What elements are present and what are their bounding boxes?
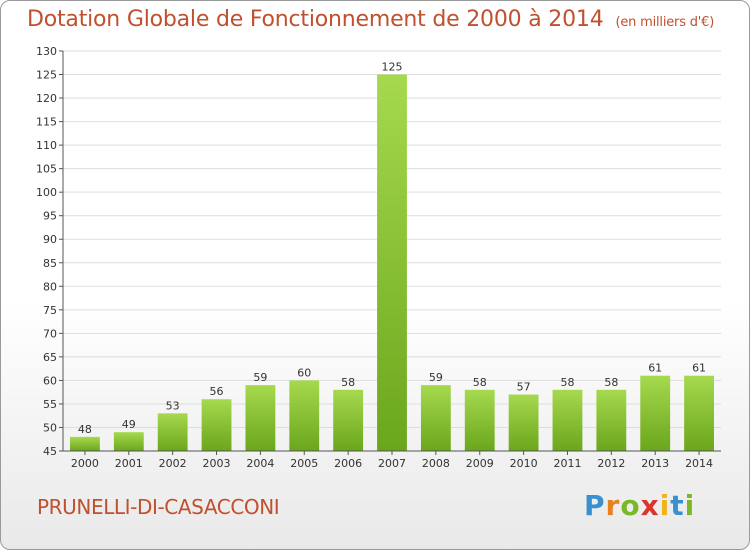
bar-value-label: 59 (429, 371, 443, 384)
bar-2009 (464, 389, 495, 451)
bar-2000 (70, 436, 100, 451)
bar-value-label: 60 (297, 366, 311, 379)
x-tick-label: 2002 (159, 457, 187, 470)
chart-title: Dotation Globale de Fonctionnement de 20… (27, 7, 714, 32)
bar-2013 (640, 375, 671, 451)
axis-layer: 45 50 55 60 65 70 75 80 85 90 95 100 105 110 115 120 125… (36, 45, 721, 470)
y-tick-label: 60 (43, 374, 57, 387)
logo-letter: r (605, 489, 621, 522)
bar-value-label: 58 (560, 376, 574, 389)
y-tick-label: 110 (36, 139, 57, 152)
bar-value-label: 48 (78, 423, 92, 436)
bars-layer: 48 49 53 56 59 60 58 125 59 58 57 58 58 61 61 (70, 61, 714, 451)
bar-2011 (552, 389, 583, 451)
x-tick-label: 2005 (290, 457, 318, 470)
y-tick-label: 70 (43, 327, 57, 340)
logo-letter: t (670, 489, 685, 522)
bar-2010 (508, 394, 539, 451)
commune-name: PRUNELLI-DI-CASACCONI (37, 495, 280, 519)
bar-2007 (377, 74, 407, 451)
bar-value-label: 59 (253, 371, 267, 384)
bar-value-label: 56 (210, 385, 224, 398)
bar-value-label: 49 (122, 418, 136, 431)
y-tick-label: 130 (36, 45, 57, 58)
y-tick-label: 105 (36, 163, 57, 176)
bar-2006 (333, 389, 364, 451)
x-tick-label: 2003 (203, 457, 231, 470)
y-tick-label: 55 (43, 398, 57, 411)
x-tick-label: 2010 (510, 457, 538, 470)
logo-letter: i (684, 489, 696, 522)
bar-2002 (157, 413, 188, 451)
proxiti-logo: Proxiti (584, 489, 695, 522)
x-tick-label: 2006 (334, 457, 362, 470)
y-tick-label: 100 (36, 186, 57, 199)
x-tick-label: 2013 (641, 457, 669, 470)
x-tick-label: 2014 (685, 457, 713, 470)
y-tick-label: 90 (43, 233, 57, 246)
bar-value-label: 125 (382, 61, 403, 74)
y-tick-label: 115 (36, 116, 57, 129)
y-tick-label: 125 (36, 69, 57, 82)
bar-value-label: 61 (648, 362, 662, 375)
x-tick-label: 2011 (553, 457, 581, 470)
bar-value-label: 57 (517, 381, 531, 394)
chart-title-text: Dotation Globale de Fonctionnement de 20… (27, 7, 604, 32)
logo-letter: o (620, 489, 641, 522)
x-tick-label: 2001 (115, 457, 143, 470)
y-tick-label: 80 (43, 280, 57, 293)
bar-value-label: 58 (604, 376, 618, 389)
chart-unit: (en milliers d'€) (615, 15, 715, 30)
logo-letter: x (640, 489, 660, 522)
y-tick-label: 95 (43, 210, 57, 223)
logo-letter: i (659, 489, 671, 522)
x-tick-label: 2000 (71, 457, 99, 470)
bar-2005 (289, 380, 320, 451)
x-tick-label: 2007 (378, 457, 406, 470)
bar-value-label: 58 (473, 376, 487, 389)
bar-2008 (420, 385, 451, 451)
bar-2014 (684, 375, 714, 451)
bar-value-label: 58 (341, 376, 355, 389)
bar-value-label: 61 (692, 362, 706, 375)
x-tick-label: 2008 (422, 457, 450, 470)
y-tick-label: 75 (43, 304, 57, 317)
y-tick-label: 120 (36, 92, 57, 105)
logo-letter: P (584, 489, 606, 522)
y-tick-label: 50 (43, 421, 57, 434)
bar-value-label: 53 (166, 399, 180, 412)
y-tick-label: 85 (43, 257, 57, 270)
bar-2004 (245, 385, 276, 451)
x-tick-label: 2009 (466, 457, 494, 470)
bar-2012 (596, 389, 627, 451)
x-tick-label: 2004 (246, 457, 274, 470)
y-tick-label: 45 (43, 445, 57, 458)
bar-2001 (113, 432, 144, 451)
bar-2003 (201, 399, 232, 451)
y-tick-label: 65 (43, 351, 57, 364)
x-tick-label: 2012 (597, 457, 625, 470)
